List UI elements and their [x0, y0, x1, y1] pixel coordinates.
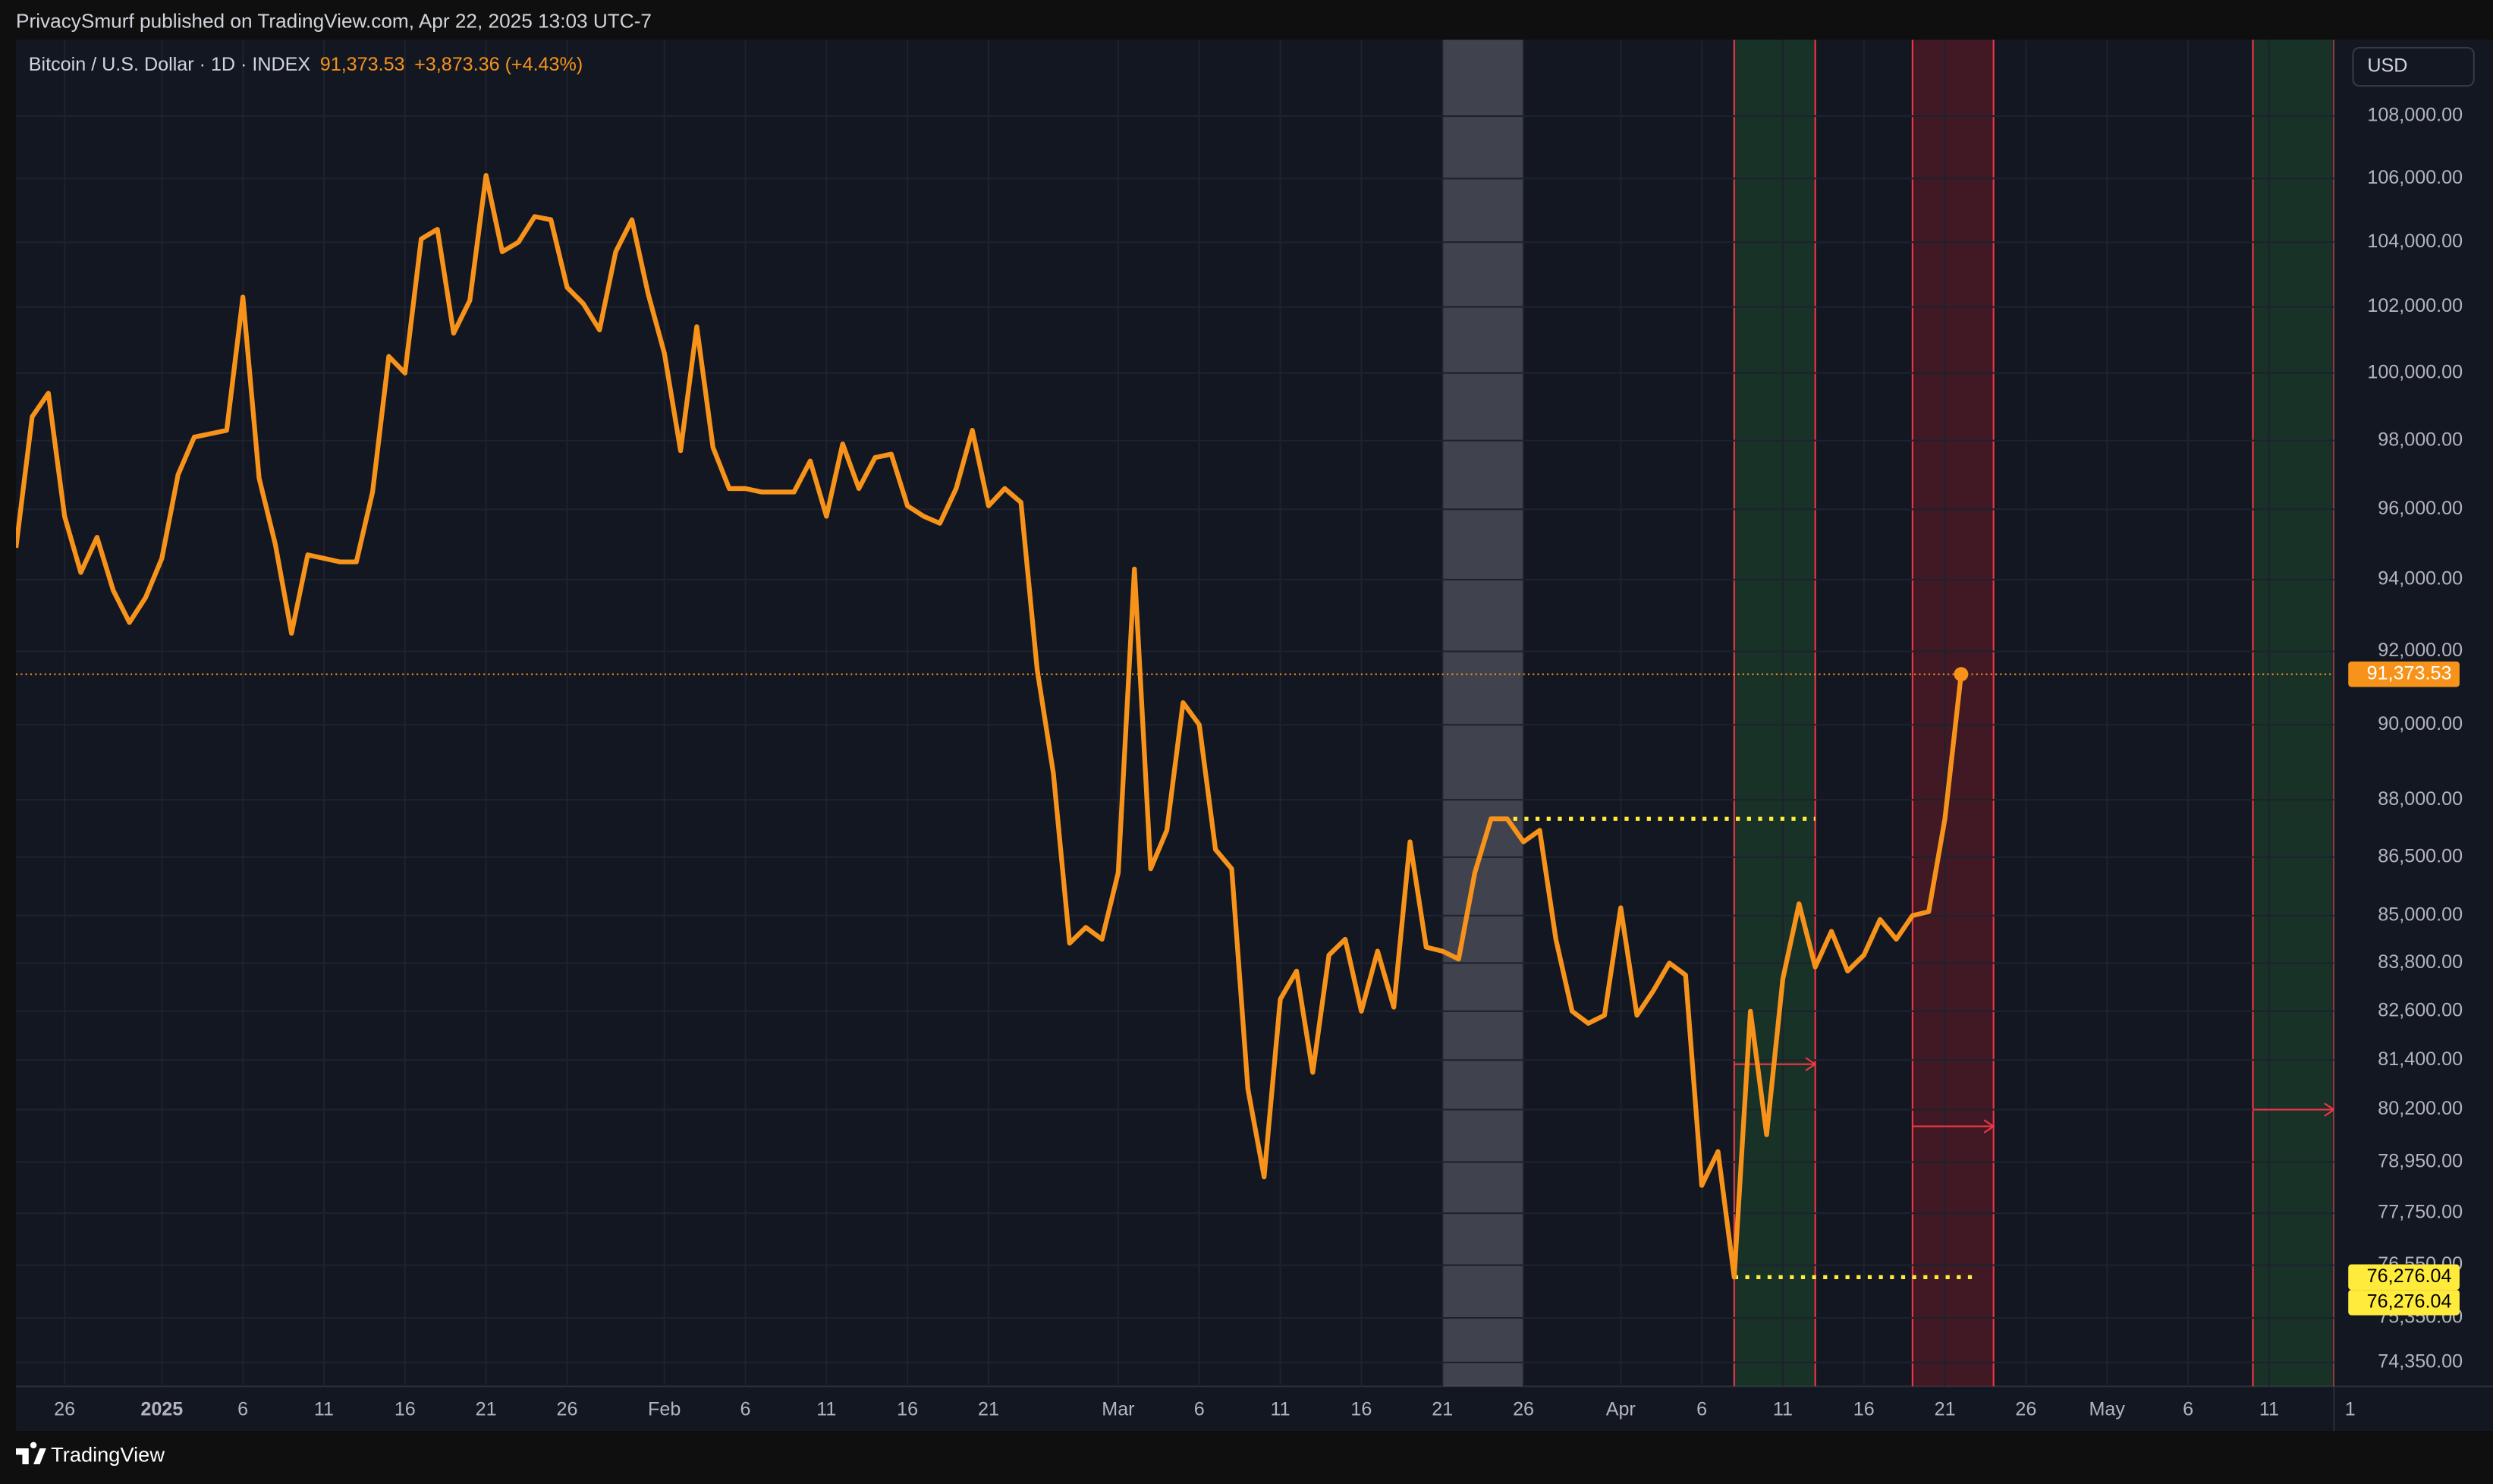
x-tick-label: 2025 [140, 1398, 183, 1420]
price-line [16, 173, 1964, 1280]
brand-logo [16, 1442, 46, 1465]
x-tick-label: Feb [648, 1398, 681, 1420]
y-tick-label: 81,400.00 [2378, 1049, 2463, 1070]
x-tick-label: 26 [2015, 1398, 2036, 1420]
price-label-box [2348, 1290, 2460, 1316]
publish-header: PrivacySmurf published on TradingView.co… [16, 9, 652, 32]
last-point [1954, 667, 1969, 682]
price-label-box [2348, 1264, 2460, 1291]
arrow-head [2324, 1102, 2334, 1117]
x-tick-label: 6 [740, 1398, 751, 1420]
price-label-box [2348, 661, 2460, 687]
x-tick-label: 11 [1773, 1398, 1793, 1420]
x-tick-label: 21 [978, 1398, 999, 1420]
currency-button[interactable] [2352, 46, 2475, 87]
y-tick-label: 106,000.00 [2367, 167, 2463, 188]
x-tick-label: 6 [1696, 1398, 1707, 1420]
y-tick-label: 98,000.00 [2378, 429, 2463, 450]
x-tick-label: 21 [476, 1398, 497, 1420]
plot-area [16, 39, 2334, 1387]
y-tick-label: 108,000.00 [2367, 105, 2463, 126]
y-tick-label: 104,000.00 [2367, 231, 2463, 252]
y-tick-label: 74,350.00 [2378, 1350, 2463, 1372]
brand-name: TradingView [51, 1443, 165, 1467]
y-tick-label: 88,000.00 [2378, 788, 2463, 810]
price-label: 76,276.04 [2367, 1265, 2452, 1287]
y-tick-label: 96,000.00 [2378, 498, 2463, 519]
y-tick-label: 102,000.00 [2367, 295, 2463, 316]
x-tick-label: 1 [2345, 1398, 2356, 1420]
x-tick-label: 21 [1935, 1398, 1956, 1420]
symbol-title: Bitcoin / U.S. Dollar · 1D · INDEX [29, 54, 311, 75]
legend-price: 91,373.53 [320, 54, 405, 75]
x-tick-label: May [2089, 1398, 2126, 1420]
x-tick-label: 16 [897, 1398, 918, 1420]
x-tick-label: 16 [395, 1398, 416, 1420]
x-tick-label: Apr [1606, 1398, 1636, 1420]
x-tick-label: 6 [2183, 1398, 2193, 1420]
y-tick-label: 82,600.00 [2378, 999, 2463, 1020]
price-label: 91,373.53 [2367, 662, 2452, 684]
legend-change: +3,873.36 (+4.43%) [414, 54, 583, 75]
chart-panel [16, 39, 2493, 1432]
y-tick-label: 78,950.00 [2378, 1150, 2463, 1171]
arrow-head [1805, 1057, 1817, 1071]
x-tick-label: 11 [1271, 1398, 1291, 1420]
plot-layer: 108,000.00 106,000.00 104,000.00 102,000.00… [16, 39, 2463, 1420]
arrow-head [1983, 1119, 1995, 1133]
y-tick-label: 90,000.00 [2378, 713, 2463, 734]
x-tick-label: 11 [2259, 1398, 2279, 1420]
y-tick-label: 77,750.00 [2378, 1202, 2463, 1223]
x-tick-label: 26 [54, 1398, 75, 1420]
x-tick-label: 11 [816, 1398, 836, 1420]
x-tick-label: 16 [1350, 1398, 1372, 1420]
y-tick-label: 92,000.00 [2378, 640, 2463, 661]
legend: Bitcoin / U.S. Dollar · 1D · INDEX 91,373… [29, 54, 583, 75]
y-tick-label: 80,200.00 [2378, 1098, 2463, 1119]
x-tick-label: 21 [1432, 1398, 1453, 1420]
x-tick-label: 11 [314, 1398, 334, 1420]
price-label: 76,276.04 [2367, 1291, 2452, 1312]
x-tick-label: 6 [237, 1398, 248, 1420]
currency-label[interactable]: USD [2367, 55, 2407, 77]
x-tick-label: 16 [1853, 1398, 1875, 1420]
x-tick-label: 26 [1513, 1398, 1534, 1420]
y-tick-label: 86,500.00 [2378, 845, 2463, 866]
y-tick-label: 83,800.00 [2378, 951, 2463, 973]
y-tick-label: 100,000.00 [2367, 361, 2463, 382]
x-tick-label: Mar [1102, 1398, 1134, 1420]
y-tick-label: 94,000.00 [2378, 568, 2463, 590]
x-tick-label: 6 [1194, 1398, 1205, 1420]
x-tick-label: 26 [556, 1398, 577, 1420]
y-tick-label: 85,000.00 [2378, 904, 2463, 925]
